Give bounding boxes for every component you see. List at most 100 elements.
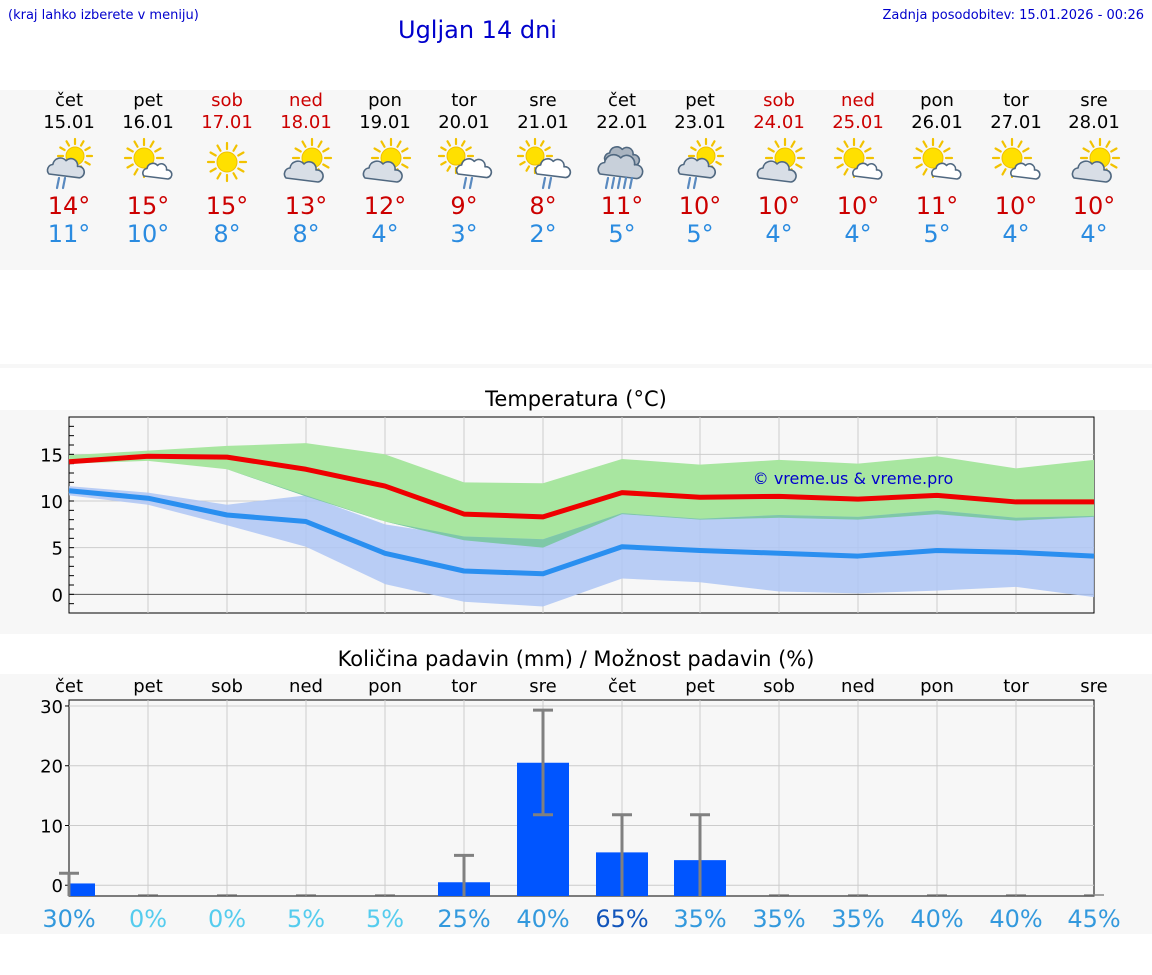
sun-rain-icon — [437, 137, 493, 190]
location-menu-hint: (kraj lahko izberete v meniju) — [8, 8, 199, 23]
day-date: 20.01 — [438, 112, 490, 133]
day-forecast: čet 15.01 14° 11° — [30, 90, 108, 248]
max-temperature: 15° — [205, 192, 249, 220]
min-temperature: 4° — [1080, 220, 1108, 248]
day-date: 24.01 — [753, 112, 805, 133]
precipitation-probability: 40% — [989, 905, 1042, 933]
day-forecast: sre 21.01 8° 2° — [504, 90, 582, 248]
day-date: 23.01 — [674, 112, 726, 133]
forecast-strip — [0, 90, 1152, 270]
temperature-chart-title: Temperatura (°C) — [485, 387, 667, 411]
max-temperature: 10° — [994, 192, 1038, 220]
y-tick-label: 20 — [40, 757, 63, 778]
day-date: 21.01 — [517, 112, 569, 133]
x-tick-label: sob — [763, 676, 795, 697]
day-date: 27.01 — [990, 112, 1042, 133]
day-name: ned — [841, 90, 875, 111]
precipitation-probability: 25% — [437, 905, 490, 933]
x-tick-label: pet — [133, 676, 163, 697]
y-tick-label: 15 — [40, 445, 63, 466]
precipitation-probability: 0% — [129, 905, 167, 933]
precipitation-probability: 35% — [752, 905, 805, 933]
min-temperature-range-band — [69, 486, 1094, 607]
partly-sunny-rain-icon — [677, 137, 725, 190]
day-date: 25.01 — [832, 112, 884, 133]
x-tick-label: tor — [1003, 676, 1029, 697]
precipitation-probability: 40% — [516, 905, 569, 933]
x-tick-label: sre — [529, 676, 556, 697]
precipitation-chart-title: Količina padavin (mm) / Možnost padavin … — [337, 647, 815, 671]
precipitation-probability: 5% — [287, 905, 325, 933]
x-tick-label: tor — [451, 676, 477, 697]
max-temperature-range-band — [69, 443, 1094, 548]
x-tick-label: sob — [211, 676, 243, 697]
day-date: 19.01 — [359, 112, 411, 133]
divider — [0, 364, 1152, 368]
day-forecast: pet 16.01 15° 10° — [109, 90, 187, 248]
precipitation-probability: 45% — [1067, 905, 1120, 933]
sunny-little-cloud-icon — [991, 137, 1041, 180]
max-temperature: 12° — [363, 192, 407, 220]
partly-cloudy-icon — [756, 137, 806, 183]
x-tick-label: ned — [841, 676, 875, 697]
day-name: pon — [368, 90, 402, 111]
day-forecast: sre 28.01 10° 4° — [1055, 90, 1133, 248]
x-tick-label: ned — [289, 676, 323, 697]
max-temperature: 15° — [126, 192, 170, 220]
y-tick-label: 5 — [52, 539, 63, 560]
sun-rain-icon — [516, 137, 572, 190]
precipitation-probability: 35% — [673, 905, 726, 933]
last-update-label: Zadnja posodobitev: 15.01.2026 - 00:26 — [882, 8, 1144, 23]
y-tick-label: 0 — [52, 876, 63, 897]
precipitation-probability: 5% — [366, 905, 404, 933]
max-temperature: 10° — [1072, 192, 1116, 220]
min-temperature: 3° — [450, 220, 478, 248]
min-temperature: 5° — [923, 220, 951, 248]
day-name: sob — [763, 90, 795, 111]
cloudy-rain-icon — [597, 146, 644, 190]
day-date: 15.01 — [43, 112, 95, 133]
day-name: čet — [607, 90, 637, 111]
sunny-little-cloud-icon — [123, 137, 173, 180]
precipitation-probability: 0% — [208, 905, 246, 933]
day-forecast: ned 18.01 13° 8° — [267, 90, 345, 248]
sunny-icon — [206, 141, 248, 183]
day-forecast: pon 26.01 11° 5° — [898, 90, 976, 248]
max-temperature: 14° — [47, 192, 91, 220]
day-name: pon — [920, 90, 954, 111]
partly-cloudy-icon — [283, 137, 333, 183]
partly-cloudy-icon — [1071, 137, 1121, 183]
day-forecast: tor 20.01 9° 3° — [425, 90, 503, 248]
min-temperature: 11° — [47, 220, 91, 248]
page-title: Ugljan 14 dni — [398, 16, 557, 44]
day-date: 26.01 — [911, 112, 963, 133]
x-tick-label: čet — [608, 676, 636, 697]
day-name: sre — [1080, 90, 1108, 111]
sunny-little-cloud-icon — [833, 137, 883, 180]
min-temperature: 4° — [765, 220, 793, 248]
day-date: 17.01 — [201, 112, 253, 133]
min-temperature: 5° — [686, 220, 714, 248]
day-name: tor — [1003, 90, 1029, 111]
precipitation-probability: 40% — [910, 905, 963, 933]
max-temperature: 10° — [836, 192, 880, 220]
day-name: pet — [685, 90, 715, 111]
min-temperature: 4° — [1002, 220, 1030, 248]
day-name: čet — [54, 90, 84, 111]
y-tick-label: 10 — [40, 492, 63, 513]
max-temperature: 13° — [284, 192, 328, 220]
min-temperature: 5° — [608, 220, 636, 248]
precipitation-probability: 35% — [831, 905, 884, 933]
sunny-little-cloud-icon — [912, 137, 962, 180]
y-tick-label: 30 — [40, 697, 63, 718]
min-temperature: 4° — [844, 220, 872, 248]
day-name: sob — [211, 90, 243, 111]
day-name: ned — [289, 90, 323, 111]
min-temperature: 4° — [371, 220, 399, 248]
x-tick-label: čet — [55, 676, 83, 697]
y-tick-label: 0 — [52, 585, 63, 606]
day-forecast: pet 23.01 10° 5° — [661, 90, 739, 248]
day-date: 22.01 — [596, 112, 648, 133]
x-tick-label: pon — [920, 676, 954, 697]
max-temperature: 9° — [450, 192, 478, 220]
